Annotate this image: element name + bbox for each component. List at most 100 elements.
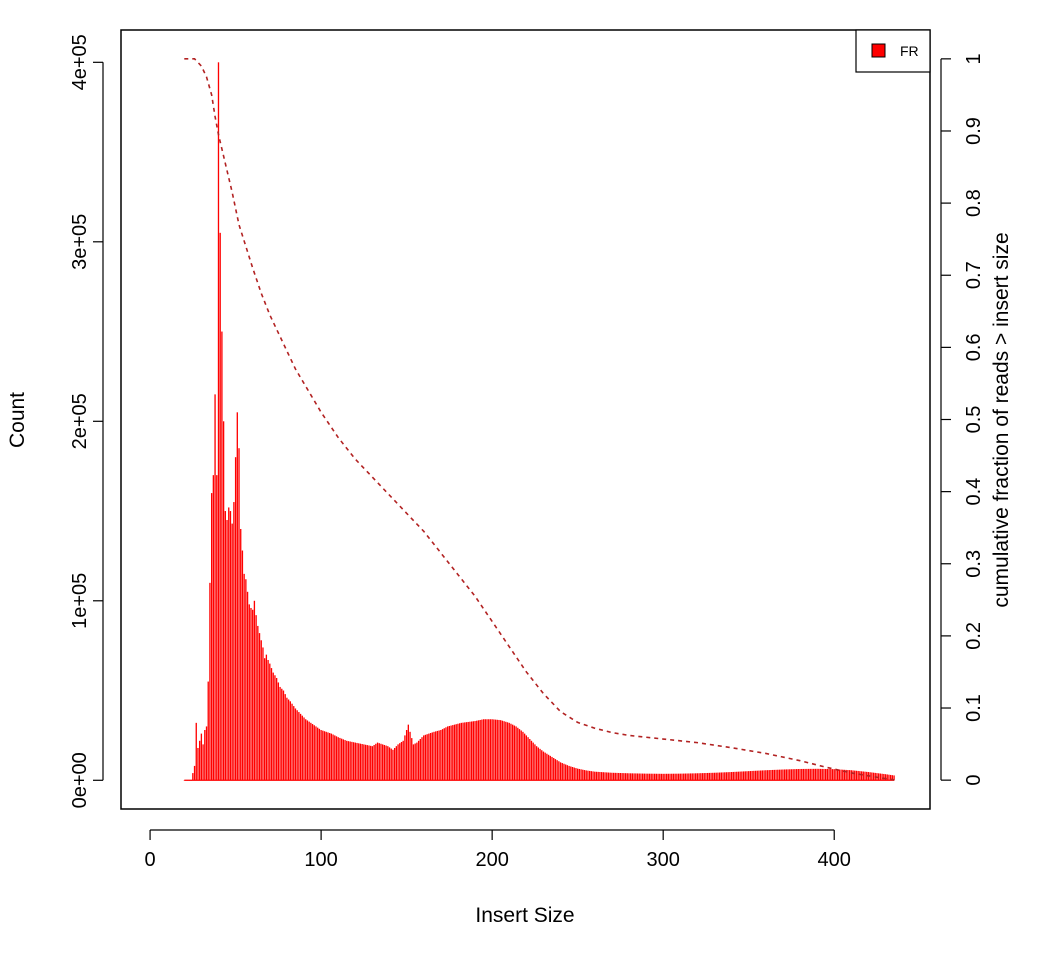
histogram-bar [361,744,363,781]
y2-tick-label: 0.2 [963,622,985,650]
histogram-bar [532,742,534,781]
histogram-bar [828,769,830,781]
histogram-bar [337,737,339,781]
histogram-bar [246,591,249,781]
y2-axis-title: cumulative fraction of reads > insert si… [990,232,1013,607]
histogram-bar [558,761,560,781]
histogram-bar [482,719,485,781]
histogram-bar [703,773,705,781]
histogram-bar [306,720,309,781]
histogram-bar [872,772,875,781]
y2-tick-label: 0.6 [963,333,985,361]
histogram-bar [476,720,478,781]
x-tick-label: 0 [145,849,156,871]
histogram-bar [854,770,856,781]
histogram-bar [392,749,394,781]
histogram-bar [619,773,622,781]
histogram-bar [878,773,880,781]
histogram-bar [635,773,637,781]
histogram-bar [221,331,223,781]
histogram-bar [706,772,709,781]
histogram-bar [243,573,245,781]
histogram-bar [662,773,664,781]
y-axis-right: 0 0.1 0.2 0.3 0.4 0.5 0.6 0.7 0.8 0.9 1 [940,53,985,786]
histogram-bar [583,770,586,781]
y2-tick-label: 0 [963,775,985,786]
histogram-bar [527,737,529,781]
histogram-bar [698,773,700,781]
histogram-bar [660,773,663,781]
histogram-bar [626,773,628,781]
histogram-bar [387,746,389,781]
histogram-bar [207,681,209,781]
histogram-bar [582,769,584,781]
histogram-bar [551,756,553,781]
histogram-bar [279,686,281,781]
histogram-bar [855,770,858,781]
histogram-bar [811,768,813,781]
histogram-bar [760,770,762,781]
histogram-bar [529,739,531,781]
histogram-bar [317,727,319,781]
histogram-bar [407,724,409,781]
histogram-bar [479,719,481,781]
histogram-bar [347,741,350,781]
histogram-bar [400,741,403,781]
x-tick-label: 100 [304,849,337,871]
histogram-bar [412,744,415,781]
histogram-bar [801,768,803,781]
histogram-bar [578,768,581,781]
histogram-bar [556,760,558,781]
histogram-bar [234,457,237,781]
plot-frame [120,29,931,810]
histogram-bar [458,723,461,781]
histogram-bar [378,743,380,781]
y2-tick-label: 0.4 [963,478,985,506]
histogram-bar [580,769,582,781]
histogram-bar [614,772,616,781]
histogram-bar [893,775,895,781]
histogram-bar [424,734,427,781]
histogram-bar [724,772,726,781]
histogram-bar [689,773,692,781]
histogram-bar [630,773,632,781]
histogram-bar [346,740,348,781]
histogram-bar [571,767,574,781]
x-axis-title: Insert Size [475,904,574,927]
histogram-bar [241,550,244,781]
histogram-bar [823,768,825,781]
histogram-bar [488,719,490,781]
histogram-bar [732,771,734,781]
histogram-bar [657,773,659,781]
histogram-bar [467,721,469,781]
histogram-bar [472,721,474,781]
cumulative-fraction-line [184,58,896,781]
histogram-bar [301,715,303,781]
histogram-bar [426,734,428,781]
histogram-bar [318,728,321,781]
histogram-bar [734,771,736,781]
histogram-bar [513,725,516,781]
histogram-bar [679,773,681,781]
histogram-bar [474,721,476,781]
histogram-bar [195,722,197,781]
histogram-bar [260,640,262,781]
histogram-bar [433,731,435,781]
histogram-bar [445,727,447,781]
histogram-bar [736,771,738,781]
histogram-bar [371,746,374,781]
histogram-bar [453,724,456,781]
histogram-bar [831,769,834,781]
histogram-bar [393,747,396,781]
histogram-bar [621,773,623,781]
histogram-bar [748,771,750,781]
histogram-bar [722,772,724,781]
histogram-bar [320,730,322,781]
histogram-bar [785,769,787,781]
histogram-bar [332,734,334,781]
histogram-bar [655,773,658,781]
histogram-bar [819,768,822,781]
histogram-bar [344,740,346,781]
histogram-bar [411,738,413,781]
histogram-bar [373,744,375,781]
